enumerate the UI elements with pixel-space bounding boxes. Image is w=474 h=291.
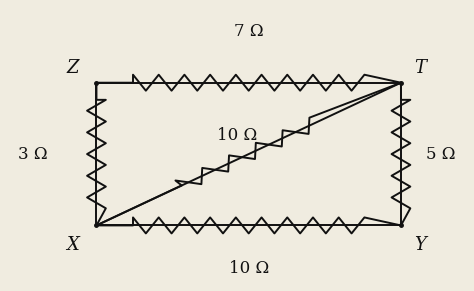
Text: 7 Ω: 7 Ω	[234, 23, 264, 40]
Text: T: T	[414, 59, 426, 77]
Text: Z: Z	[67, 59, 79, 77]
Text: 10 Ω: 10 Ω	[217, 127, 257, 144]
Text: 10 Ω: 10 Ω	[228, 260, 269, 277]
Text: Y: Y	[414, 236, 426, 254]
Text: 3 Ω: 3 Ω	[18, 146, 48, 163]
Text: X: X	[67, 236, 80, 254]
Text: 5 Ω: 5 Ω	[426, 146, 456, 163]
